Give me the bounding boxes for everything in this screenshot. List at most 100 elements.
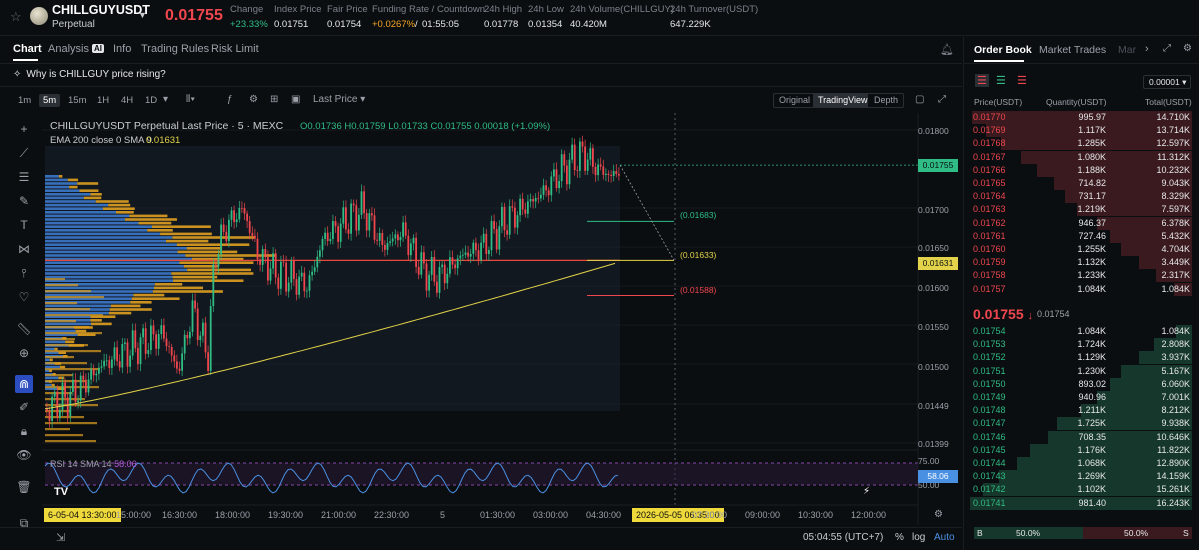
eye-icon[interactable]: 👁︎ — [16, 448, 32, 462]
bid-row[interactable]: 0.01749 940.96 7.001K — [970, 391, 1192, 404]
tab-chart[interactable]: Chart — [13, 43, 42, 55]
price-type-select[interactable]: Last Price ▾ — [313, 94, 366, 105]
price-chart[interactable] — [42, 113, 960, 525]
tab-order-book[interactable]: Order Book — [974, 44, 1032, 56]
lock-drawing-icon[interactable]: ✐ — [18, 400, 30, 414]
timeframe-4h[interactable]: 4H — [121, 95, 134, 106]
indicators-icon[interactable]: ƒ — [227, 94, 233, 105]
price-tick: 0.01550 — [918, 322, 949, 332]
bid-row[interactable]: 0.01753 1.724K 2.808K — [970, 338, 1192, 352]
layers-icon[interactable]: ⧉ — [19, 516, 29, 530]
tab-analysis[interactable]: Analysis AI — [48, 43, 104, 55]
row-price: 0.01749 — [973, 392, 1006, 402]
trendline-icon[interactable]: ⟋ — [19, 146, 29, 160]
clock[interactable]: 05:04:55 (UTC+7) — [803, 532, 884, 543]
ask-row[interactable]: 0.01768 1.285K 12.597K — [970, 137, 1192, 151]
timeframe-5m[interactable]: 5m — [39, 94, 61, 107]
ask-row[interactable]: 0.01762 946.37 6.378K — [970, 216, 1192, 230]
favorites-heart-icon[interactable]: ♡ — [18, 290, 30, 304]
prediction-icon[interactable]: ⫯ — [21, 266, 27, 280]
trash-icon[interactable]: 🗑︎ — [16, 480, 32, 494]
ask-row[interactable]: 0.01766 1.188K 10.232K — [970, 163, 1192, 177]
ask-row[interactable]: 0.01769 1.117K 13.714K — [970, 124, 1192, 138]
ask-row[interactable]: 0.01770 995.97 14.710K — [970, 111, 1192, 124]
chart-type-icon[interactable]: ⫴▾ — [186, 94, 196, 105]
bell-icon[interactable]: 🔔︎ — [940, 44, 954, 56]
bid-row[interactable]: 0.01754 1.084K 1.084K — [970, 325, 1192, 338]
candle-body — [259, 259, 261, 265]
ask-row[interactable]: 0.01763 1.219K 7.597K — [970, 203, 1192, 217]
timeframe-1h[interactable]: 1H — [97, 95, 110, 106]
symbol-name[interactable]: CHILLGUYUSDT — [52, 3, 150, 17]
bid-row[interactable]: 0.01745 1.176K 11.822K — [970, 443, 1192, 457]
bid-row[interactable]: 0.01752 1.129K 3.937K — [970, 351, 1192, 365]
lock-icon[interactable]: 🔒︎ — [20, 424, 28, 438]
tab-market-trades[interactable]: Market Trades — [1039, 44, 1107, 56]
price-insight-banner[interactable]: ✧ Why is CHILLGUY price rising? — [13, 69, 166, 80]
mid-price[interactable]: 0.01755 ↓ — [973, 306, 1033, 322]
text-tool-icon[interactable]: T — [20, 218, 28, 232]
bid-row[interactable]: 0.01746 708.35 10.646K — [970, 430, 1192, 444]
bid-row[interactable]: 0.01744 1.068K 12.890K — [970, 457, 1192, 470]
percent-toggle[interactable]: % — [895, 532, 904, 543]
camera-icon[interactable]: ▣ — [291, 94, 301, 105]
view-both-icon[interactable]: ☰ — [975, 74, 989, 87]
bid-row[interactable]: 0.01750 893.02 6.060K — [970, 377, 1192, 391]
time-axis-settings-icon[interactable]: ⚙ — [934, 509, 943, 520]
row-total: 5.432K — [1161, 230, 1190, 241]
fullscreen-icon[interactable]: ⤢ — [938, 94, 946, 105]
settings-icon[interactable]: ⚙ — [1183, 43, 1192, 54]
auto-toggle[interactable]: Auto — [934, 532, 955, 543]
timeframe-dropdown-icon[interactable]: ▾ — [163, 94, 169, 105]
ask-row[interactable]: 0.01764 731.17 8.329K — [970, 190, 1192, 204]
layout-icon[interactable]: ▢ — [915, 94, 925, 105]
goto-date-icon[interactable]: ⇲ — [56, 532, 66, 544]
bid-row[interactable]: 0.01741 981.40 16.243K — [970, 496, 1192, 510]
view-tradingview[interactable]: TradingView — [818, 95, 868, 105]
timeframe-1d[interactable]: 1D — [145, 95, 158, 106]
crosshair-icon[interactable]: + — [20, 122, 28, 136]
log-toggle[interactable]: log — [912, 532, 926, 543]
ruler-icon[interactable]: 📏︎ — [16, 322, 32, 336]
view-bids-icon[interactable]: ☰ — [996, 75, 1006, 87]
bid-row[interactable]: 0.01747 1.725K 9.938K — [970, 417, 1192, 431]
favorite-star-icon[interactable]: ☆ — [10, 9, 22, 24]
chevron-right-icon[interactable]: › — [1145, 43, 1149, 55]
zoom-in-icon[interactable]: ⊕ — [18, 346, 30, 360]
magnet-icon[interactable]: ⋒ — [15, 375, 33, 393]
lightning-icon[interactable]: ⚡︎ — [863, 486, 871, 497]
tab-more[interactable]: Mar — [1118, 44, 1137, 56]
bid-row[interactable]: 0.01742 1.102K 15.261K — [970, 483, 1192, 497]
ask-row[interactable]: 0.01758 1.233K 2.317K — [970, 269, 1192, 283]
volume-profile-bar — [45, 322, 91, 326]
settings-icon[interactable]: ⚙ — [249, 94, 258, 105]
tab-trading-rules[interactable]: Trading Rules — [141, 43, 210, 55]
tab-risk-limit[interactable]: Risk Limit — [211, 43, 259, 55]
fib-icon[interactable]: ☰ — [18, 170, 30, 184]
bid-row[interactable]: 0.01751 1.230K 5.167K — [970, 364, 1192, 378]
candle-body — [178, 368, 181, 371]
expand-icon[interactable]: ⤢ — [1163, 43, 1171, 54]
stat-24h-low-value: 0.01354 — [528, 19, 563, 30]
ask-row[interactable]: 0.01759 1.132K 3.449K — [970, 256, 1192, 270]
ask-row[interactable]: 0.01761 727.46 5.432K — [970, 229, 1192, 243]
precision-select[interactable]: 0.00001 ▾ — [1143, 75, 1191, 89]
timeframe-1m[interactable]: 1m — [18, 95, 32, 106]
volume-profile-bar — [108, 203, 131, 207]
ask-row[interactable]: 0.01765 714.82 9.043K — [970, 177, 1192, 190]
templates-icon[interactable]: ⊞ — [270, 94, 279, 105]
timeframe-15m[interactable]: 15m — [68, 95, 87, 106]
view-original[interactable]: Original — [779, 95, 811, 105]
view-depth[interactable]: Depth — [874, 95, 899, 105]
bid-row[interactable]: 0.01743 1.269K 14.159K — [970, 470, 1192, 484]
volume-profile-bar — [45, 218, 125, 221]
tab-info[interactable]: Info — [113, 43, 132, 55]
pattern-icon[interactable]: ⋈ — [18, 242, 30, 256]
ask-row[interactable]: 0.01767 1.080K 11.312K — [970, 150, 1192, 164]
brush-icon[interactable]: ✎ — [18, 194, 30, 208]
view-asks-icon[interactable]: ☰ — [1017, 75, 1027, 87]
ask-row[interactable]: 0.01760 1.255K 4.704K — [970, 243, 1192, 256]
bid-row[interactable]: 0.01748 1.211K 8.212K — [970, 404, 1192, 418]
ask-row[interactable]: 0.01757 1.084K 1.084K — [970, 282, 1192, 296]
symbol-dropdown-icon[interactable]: ▼ — [138, 10, 147, 20]
